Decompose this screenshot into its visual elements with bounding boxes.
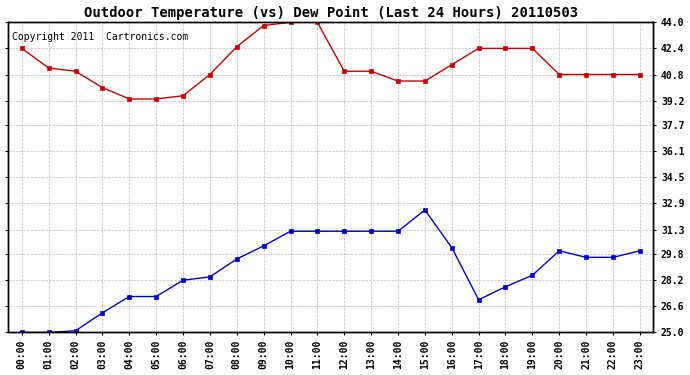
Text: Copyright 2011  Cartronics.com: Copyright 2011 Cartronics.com — [12, 32, 188, 42]
Title: Outdoor Temperature (vs) Dew Point (Last 24 Hours) 20110503: Outdoor Temperature (vs) Dew Point (Last… — [83, 6, 578, 20]
